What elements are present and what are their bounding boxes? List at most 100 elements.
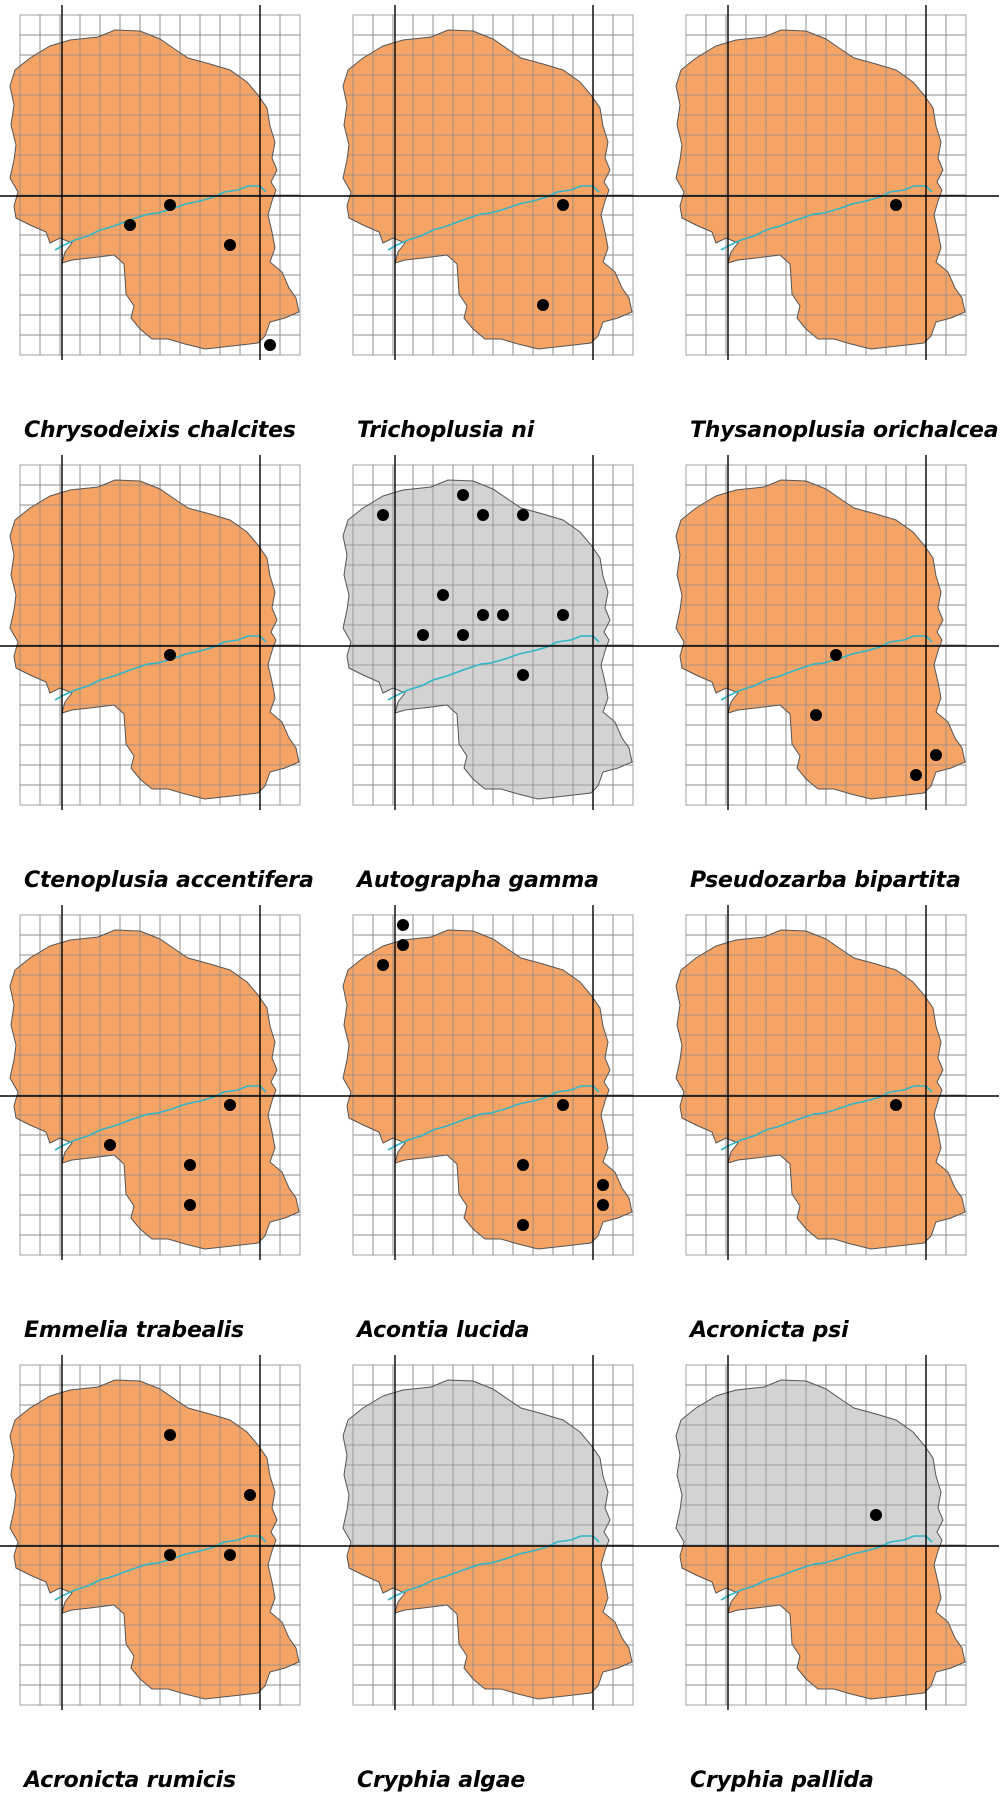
grid-cell [612,34,634,56]
grid-cell [352,234,374,256]
grid-cell [532,1384,554,1406]
grid-cell [19,784,41,806]
grid-cell [845,1384,867,1406]
grid-cell [59,14,81,36]
grid-cell [59,1174,81,1196]
grid-cell [372,254,394,276]
species-name: Emmelia trabealis [24,1318,244,1343]
grid-cell [865,1364,887,1386]
grid-cell [412,334,434,356]
grid-cell [552,1364,574,1386]
grid-cell [945,624,967,646]
grid-cell [79,14,101,36]
grid-cell [19,1604,41,1626]
grid-cell [59,1684,81,1706]
grid-cell [239,1384,261,1406]
grid-cell [279,664,301,686]
grid-cell [705,1604,727,1626]
grid-cell [239,954,261,976]
grid-cell [392,294,414,316]
record-dot [557,609,569,621]
grid-cell [432,764,454,786]
grid-cell [279,334,301,356]
grid-cell [239,914,261,936]
grid-cell [59,1214,81,1236]
grid-cell [945,1234,967,1256]
grid-cell [572,1404,594,1426]
grid-cell [199,914,221,936]
grid-cell [612,1504,634,1526]
grid-cell [99,724,121,746]
grid-cell [745,334,767,356]
grid-cell [945,1364,967,1386]
grid-cell [99,314,121,336]
grid-cell [219,484,241,506]
grid-cell [79,1214,101,1236]
grid-cell [392,274,414,296]
grid-cell [432,1214,454,1236]
grid-cell [19,274,41,296]
grid-cell [19,1624,41,1646]
grid-cell [432,274,454,296]
grid-cell [259,504,281,526]
grid-cell [905,14,927,36]
grid-cell [352,1234,374,1256]
grid-cell [279,1364,301,1386]
grid-cell [572,464,594,486]
grid-cell [199,934,221,956]
grid-cell [745,764,767,786]
grid-cell [925,954,947,976]
record-dot [184,1159,196,1171]
grid-cell [532,1364,554,1386]
grid-cell [885,464,907,486]
grid-cell [612,214,634,236]
grid-cell [39,314,61,336]
species-map-panel: Cryphia algae [333,1350,666,1800]
grid-cell [572,1384,594,1406]
grid-cell [572,14,594,36]
grid-cell [552,1384,574,1406]
record-dot [830,649,842,661]
record-dot [597,1199,609,1211]
grid-cell [725,744,747,766]
province-fill [10,1380,299,1699]
grid-cell [59,334,81,356]
grid-cell [39,1214,61,1236]
grid-cell [745,1214,767,1236]
grid-cell [79,724,101,746]
grid-cell [612,1464,634,1486]
grid-cell [352,744,374,766]
grid-cell [945,664,967,686]
grid-cell [685,1194,707,1216]
grid-cell [745,464,767,486]
grid-cell [845,464,867,486]
grid-cell [59,1644,81,1666]
grid-cell [412,1684,434,1706]
grid-cell [372,464,394,486]
grid-cell [592,34,614,56]
grid-cell [492,1364,514,1386]
river [387,1085,600,1151]
grid-cell [452,1684,474,1706]
grid-cell [925,914,947,936]
grid-cell [685,254,707,276]
grid-cell [179,1364,201,1386]
grid-cell [279,704,301,726]
grid-cell [945,1074,967,1096]
record-dot [224,1549,236,1561]
grid-cell [612,564,634,586]
grid-cell [945,74,967,96]
grid-cell [19,314,41,336]
grid-cell [612,1014,634,1036]
grid-cell [612,1584,634,1606]
grid-cell [372,744,394,766]
grid-cell [725,1194,747,1216]
grid-cell [825,1364,847,1386]
grid-cell [492,464,514,486]
grid-cell [612,334,634,356]
grid-cell [765,1684,787,1706]
river [720,635,933,701]
grid-cell [612,1484,634,1506]
grid-cell [352,764,374,786]
grid-cell [925,1364,947,1386]
